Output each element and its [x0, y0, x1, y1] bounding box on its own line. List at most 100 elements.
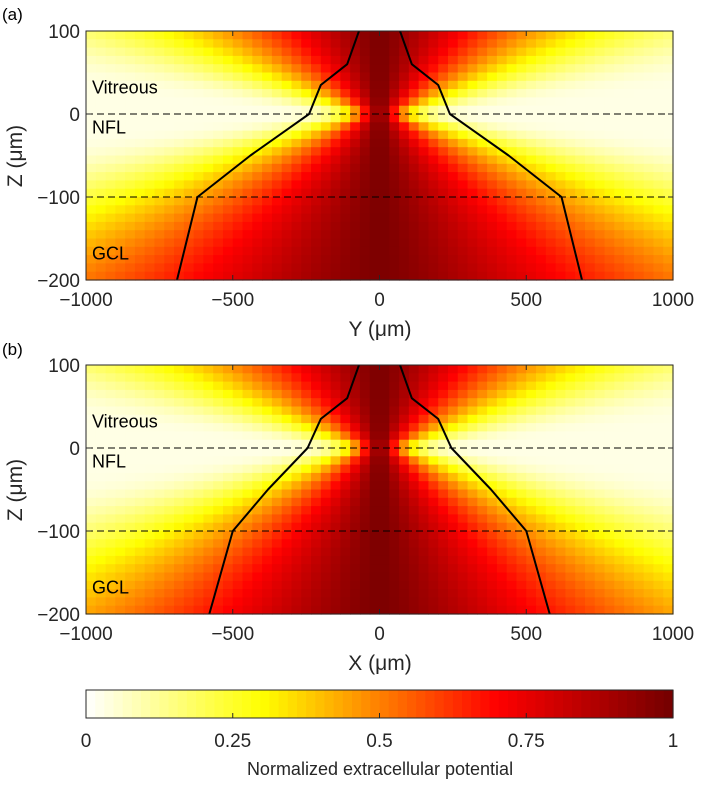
heatmap-cell	[291, 238, 302, 248]
heatmap-cell	[594, 213, 606, 223]
heatmap-cell	[477, 539, 488, 549]
heatmap-cell	[408, 555, 420, 565]
heatmap-cell	[95, 456, 107, 466]
heatmap-cell	[633, 39, 645, 49]
heatmap-cell	[281, 456, 293, 466]
heatmap-cell	[359, 423, 371, 432]
heatmap-cell	[399, 105, 410, 115]
heatmap-cell	[555, 105, 566, 115]
heatmap-cell	[594, 539, 606, 549]
heatmap-cell	[242, 155, 253, 165]
heatmap-cell	[222, 221, 234, 231]
heatmap-cell	[262, 188, 273, 198]
heatmap-cell	[408, 373, 420, 383]
heatmap-cell	[545, 230, 557, 240]
heatmap-cell	[545, 373, 557, 383]
colorbar-cell	[141, 690, 151, 718]
colorbar-cell	[113, 690, 124, 718]
panel-a-y-axis-label: Z (μm)	[4, 125, 27, 187]
heatmap-cell	[330, 406, 341, 416]
heatmap-cell	[536, 481, 547, 491]
heatmap-cell	[447, 398, 459, 408]
heatmap-cell	[301, 456, 312, 466]
heatmap-cell	[555, 439, 566, 449]
heatmap-cell	[496, 506, 508, 515]
heatmap-cell	[134, 138, 146, 148]
heatmap-cell	[154, 589, 165, 598]
heatmap-cell	[575, 105, 586, 115]
heatmap-cell	[183, 163, 195, 173]
heatmap-cell	[428, 456, 439, 466]
heatmap-cell	[154, 547, 165, 557]
heatmap-cell	[379, 547, 390, 557]
heatmap-cell	[408, 72, 420, 82]
heatmap-cell	[614, 238, 625, 248]
heatmap-cell	[418, 238, 430, 248]
heatmap-cell	[183, 31, 195, 40]
heatmap-cell	[183, 205, 195, 215]
heatmap-cell	[252, 448, 263, 457]
heatmap-cell	[653, 389, 664, 399]
heatmap-cell	[653, 439, 664, 449]
heatmap-cell	[115, 589, 126, 598]
heatmap-cell	[555, 271, 566, 281]
heatmap-cell	[86, 506, 97, 515]
heatmap-cell	[428, 114, 439, 123]
heatmap-cell	[379, 531, 390, 540]
heatmap-cell	[584, 531, 596, 540]
heatmap-cell	[467, 572, 478, 582]
heatmap-cell	[359, 448, 371, 457]
heatmap-cell	[183, 105, 195, 115]
heatmap-cell	[379, 564, 390, 574]
heatmap-cell	[555, 205, 566, 215]
heatmap-cell	[262, 597, 273, 607]
heatmap-cell	[301, 448, 312, 457]
heatmap-cell	[105, 130, 116, 140]
heatmap-cell	[203, 456, 214, 466]
heatmap-cell	[614, 155, 625, 165]
heatmap-cell	[545, 572, 557, 582]
heatmap-cell	[213, 188, 224, 198]
colorbar-cell	[95, 690, 105, 718]
heatmap-cell	[516, 172, 527, 181]
heatmap-cell	[653, 89, 664, 98]
heatmap-cell	[496, 431, 508, 441]
heatmap-cell	[408, 506, 420, 515]
heatmap-cell	[115, 172, 126, 181]
heatmap-cell	[408, 230, 420, 240]
heatmap-cell	[86, 497, 97, 507]
heatmap-cell	[408, 64, 420, 74]
heatmap-cell	[222, 506, 234, 515]
heatmap-cell	[262, 205, 273, 215]
heatmap-cell	[359, 205, 371, 215]
heatmap-cell	[95, 205, 107, 215]
heatmap-cell	[193, 547, 204, 557]
heatmap-cell	[565, 589, 576, 598]
heatmap-cell	[174, 47, 185, 57]
heatmap-cell	[144, 155, 156, 165]
heatmap-cell	[614, 89, 625, 98]
heatmap-cell	[467, 456, 478, 466]
heatmap-cell	[271, 188, 283, 198]
heatmap-cell	[193, 72, 204, 82]
heatmap-cell	[379, 439, 390, 449]
heatmap-cell	[115, 271, 126, 281]
heatmap-cell	[350, 197, 361, 206]
heatmap-cell	[506, 155, 518, 165]
heatmap-cell	[575, 472, 586, 482]
heatmap-cell	[330, 564, 341, 574]
heatmap-cell	[125, 130, 136, 140]
heatmap-cell	[359, 597, 371, 607]
heatmap-cell	[408, 172, 420, 181]
heatmap-cell	[262, 230, 273, 240]
colorbar-cell	[104, 690, 115, 718]
heatmap-cell	[584, 431, 596, 441]
heatmap-cell	[311, 514, 322, 524]
heatmap-cell	[477, 431, 488, 441]
heatmap-cell	[536, 539, 547, 549]
heatmap-cell	[183, 389, 195, 399]
heatmap-cell	[389, 605, 400, 615]
heatmap-cell	[418, 64, 430, 74]
heatmap-cell	[653, 147, 664, 157]
heatmap-cell	[281, 172, 293, 181]
